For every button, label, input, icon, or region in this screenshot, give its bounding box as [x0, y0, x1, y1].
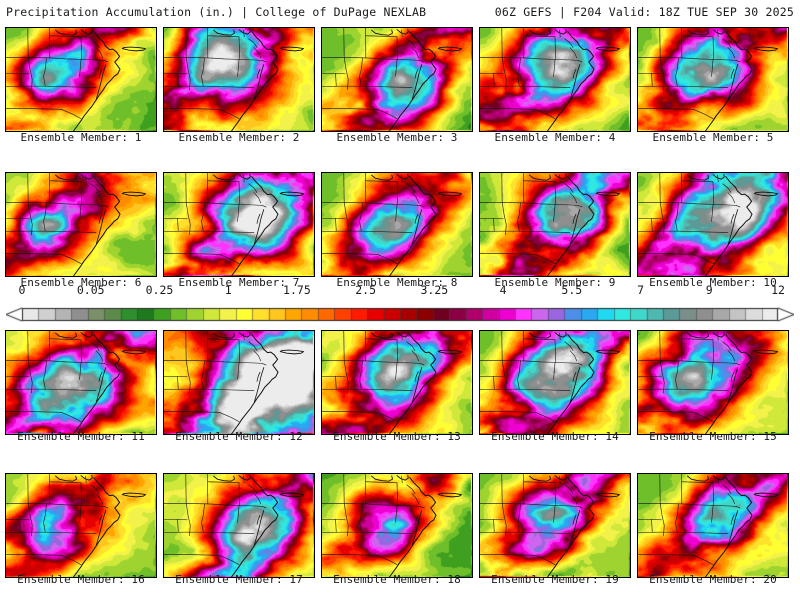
colorbar-tick-2: 0.25 [145, 283, 174, 297]
colorbar-gradient [6, 307, 794, 322]
ensemble-panel-3[interactable] [321, 27, 473, 132]
map-boundaries-5 [638, 28, 788, 131]
panel-label-14: Ensemble Member: 14 [491, 430, 619, 443]
map-boundaries-16 [6, 474, 156, 577]
map-boundaries-8 [322, 173, 472, 276]
panel-label-8: Ensemble Member: 8 [336, 276, 458, 289]
map-boundaries-3 [322, 28, 472, 131]
ensemble-panel-19[interactable] [479, 473, 631, 578]
ensemble-panel-17[interactable] [163, 473, 315, 578]
map-boundaries-18 [322, 474, 472, 577]
colorbar-tick-9: 7 [637, 283, 644, 297]
ensemble-panel-1[interactable] [5, 27, 157, 132]
panel-label-7: Ensemble Member: 7 [178, 276, 300, 289]
ensemble-panel-6[interactable] [5, 172, 157, 277]
panel-label-11: Ensemble Member: 11 [17, 430, 145, 443]
panel-label-15: Ensemble Member: 15 [649, 430, 777, 443]
ensemble-panel-2[interactable] [163, 27, 315, 132]
ensemble-panel-5[interactable] [637, 27, 789, 132]
ensemble-panel-12[interactable] [163, 330, 315, 435]
panel-label-5: Ensemble Member: 5 [652, 131, 774, 144]
ensemble-panel-10[interactable] [637, 172, 789, 277]
panel-label-12: Ensemble Member: 12 [175, 430, 303, 443]
map-boundaries-7 [164, 173, 314, 276]
panel-label-19: Ensemble Member: 19 [491, 573, 619, 586]
colorbar-tick-10: 9 [705, 283, 713, 297]
colorbar-tick-3: 1 [224, 283, 232, 297]
header-title-right: 06Z GEFS | F204 Valid: 18Z TUE SEP 30 20… [494, 5, 794, 19]
ensemble-panel-20[interactable] [637, 473, 789, 578]
panel-label-2: Ensemble Member: 2 [178, 131, 300, 144]
ensemble-panel-16[interactable] [5, 473, 157, 578]
colorbar-tick-0: 0 [18, 283, 26, 297]
colorbar-tick-4: 1.75 [283, 283, 311, 297]
colorbar-tick-8: 5.5 [561, 283, 583, 297]
ensemble-panel-4[interactable] [479, 27, 631, 132]
panel-label-13: Ensemble Member: 13 [333, 430, 461, 443]
map-boundaries-2 [164, 28, 314, 131]
ensemble-panel-13[interactable] [321, 330, 473, 435]
panel-label-4: Ensemble Member: 4 [494, 131, 616, 144]
map-boundaries-20 [638, 474, 788, 577]
map-boundaries-1 [6, 28, 156, 131]
ensemble-panel-15[interactable] [637, 330, 789, 435]
panel-label-20: Ensemble Member: 20 [649, 573, 777, 586]
map-boundaries-12 [164, 331, 314, 434]
map-boundaries-17 [164, 474, 314, 577]
header-title-left: Precipitation Accumulation (in.) | Colle… [6, 5, 427, 19]
map-boundaries-4 [480, 28, 630, 131]
ensemble-panel-14[interactable] [479, 330, 631, 435]
panel-label-10: Ensemble Member: 10 [649, 276, 777, 289]
map-boundaries-11 [6, 331, 156, 434]
panel-label-9: Ensemble Member: 9 [494, 276, 616, 289]
ensemble-panel-18[interactable] [321, 473, 473, 578]
colorbar-tick-5: 2.5 [355, 283, 377, 297]
colorbar-tick-6: 3.25 [420, 283, 449, 297]
panel-label-6: Ensemble Member: 6 [20, 276, 142, 289]
map-boundaries-13 [322, 331, 472, 434]
panel-label-17: Ensemble Member: 17 [175, 573, 303, 586]
panel-label-16: Ensemble Member: 16 [17, 573, 145, 586]
map-boundaries-9 [480, 173, 630, 276]
colorbar-tick-7: 4 [499, 283, 507, 297]
colorbar-tick-1: 0.05 [76, 283, 105, 297]
panel-label-18: Ensemble Member: 18 [333, 573, 461, 586]
panel-label-3: Ensemble Member: 3 [336, 131, 458, 144]
header-bar: Precipitation Accumulation (in.) | Colle… [0, 0, 800, 24]
ensemble-panel-8[interactable] [321, 172, 473, 277]
map-boundaries-15 [638, 331, 788, 434]
map-boundaries-6 [6, 173, 156, 276]
map-boundaries-14 [480, 331, 630, 434]
colorbar-tick-11: 12 [771, 283, 785, 297]
ensemble-panel-9[interactable] [479, 172, 631, 277]
panel-label-1: Ensemble Member: 1 [20, 131, 142, 144]
ensemble-panel-7[interactable] [163, 172, 315, 277]
map-boundaries-19 [480, 474, 630, 577]
map-boundaries-10 [638, 173, 788, 276]
ensemble-panel-11[interactable] [5, 330, 157, 435]
